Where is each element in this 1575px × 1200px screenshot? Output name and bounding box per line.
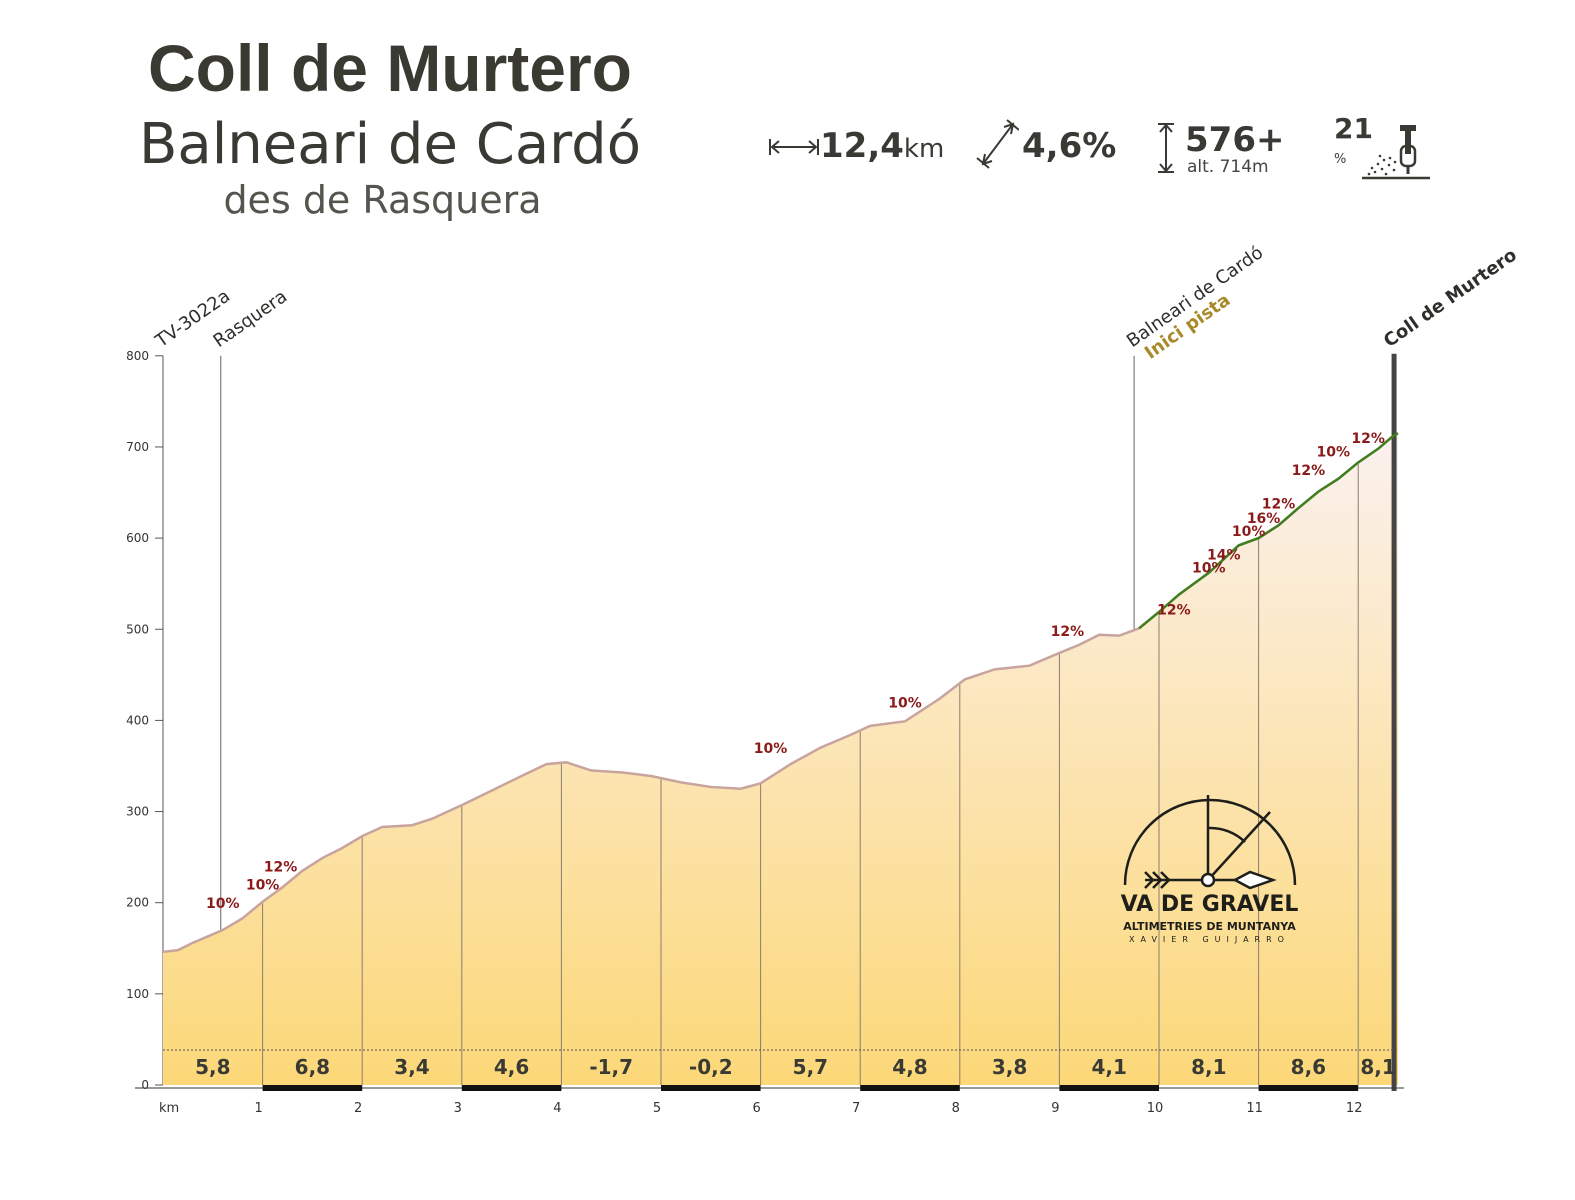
x-tick-label: 7	[852, 1101, 860, 1116]
gradient-label: 16%	[1247, 511, 1281, 527]
segment-gradient-value: 5,7	[793, 1055, 828, 1079]
max-altitude-wrap: alt. 714m	[1187, 157, 1269, 177]
y-tick-label: 300	[126, 805, 149, 819]
gravel-section-line	[1138, 432, 1399, 630]
x-tick-label: 11	[1246, 1101, 1263, 1116]
gradient-diagonal-icon	[976, 119, 1019, 169]
y-tick-label: 400	[126, 713, 149, 727]
distance-unit: km	[903, 134, 945, 164]
segment-gradient-value: 4,1	[1091, 1055, 1126, 1079]
max-altitude: alt. 714m	[1187, 157, 1269, 177]
x-tick-label: 8	[952, 1101, 960, 1116]
gradient-label: 10%	[1192, 560, 1226, 576]
max-gradient-unit-wrap: %	[1334, 148, 1346, 167]
segment-gradient-value: -0,2	[689, 1055, 733, 1079]
segment-gradient-value: 6,8	[295, 1055, 330, 1079]
page-subtitle: Balneari de Cardó	[138, 112, 641, 177]
elevation-stat: 576+	[1185, 120, 1284, 160]
segment-gradient-value: 4,6	[494, 1055, 529, 1079]
segment-gradient-value: 3,4	[394, 1055, 429, 1079]
gradient-label: 10%	[754, 741, 788, 757]
gradient-label: 14%	[1207, 548, 1241, 564]
logo-text: VA DE GRAVEL	[1120, 892, 1299, 917]
va-de-gravel-logo	[1123, 795, 1297, 890]
y-tick-label: 800	[126, 349, 149, 363]
logo-tagline: ALTIMETRIES DE MUNTANYA	[1123, 920, 1296, 933]
y-tick-label: 600	[126, 531, 149, 545]
km-bar-dark	[461, 1085, 562, 1091]
y-axis: 0 100 200 300 400 500 600 700 800	[126, 349, 164, 1092]
km-bar-dark	[1258, 1085, 1359, 1091]
gradient-labels: 10%10%12%10%10%12%12%10%14%10%16%12%12%1…	[206, 431, 1385, 912]
segment-gradient-value: 8,1	[1191, 1055, 1226, 1079]
gradient-label: 10%	[246, 878, 280, 894]
distance-value: 12,4	[820, 126, 904, 166]
segment-gradient-value: -1,7	[589, 1055, 633, 1079]
segment-gradient-value: 8,1	[1360, 1055, 1395, 1079]
km-separators	[262, 462, 1359, 1085]
distance-arrows-icon	[769, 139, 819, 155]
max-gradient-stat: 21	[1334, 112, 1373, 145]
y-tick-label: 700	[126, 440, 149, 454]
segment-gradient-value: 8,6	[1291, 1055, 1326, 1079]
waypoint-name: Balneari de Cardó	[1123, 242, 1267, 352]
gradient-value: 4,6%	[1022, 126, 1117, 166]
gradient-label: 10%	[1232, 524, 1266, 540]
waypoint-name: Coll de Murtero	[1380, 245, 1521, 352]
max-gradient-value: 21	[1334, 112, 1373, 145]
gradient-label: 12%	[1157, 602, 1191, 618]
x-tick-label: 10	[1147, 1101, 1164, 1116]
segment-gradient-value: 5,8	[195, 1055, 230, 1079]
distance-stat: 12,4km	[820, 126, 944, 166]
y-tick-label: 100	[126, 987, 149, 1001]
segment-gradient-value: 3,8	[992, 1055, 1027, 1079]
x-tick-label: 4	[553, 1101, 561, 1116]
gradient-label: 12%	[1351, 431, 1385, 447]
y-tick-label: 0	[141, 1078, 149, 1092]
x-tick-label: 1	[254, 1101, 262, 1116]
page-subtitle-origin: des de Rasquera	[223, 178, 542, 222]
waypoint-label: Coll de Murtero	[1380, 245, 1521, 352]
x-axis-label: km	[159, 1101, 179, 1116]
gradient-label: 12%	[1292, 463, 1326, 479]
logo-author: XAVIER GUIJARRO	[1129, 935, 1290, 944]
km-bar-dark	[661, 1085, 761, 1091]
gradient-label: 10%	[888, 695, 922, 711]
segment-gradients: 5,8 6,8 3,4 4,6 -1,7 -0,2 5,7 4,8 3,8 4,1 8,1 8,6 8,…	[195, 1055, 1396, 1079]
x-tick-label: 3	[454, 1101, 462, 1116]
x-tick-label: 2	[354, 1101, 362, 1116]
x-axis: km 1 2 3 4 5 6 7 8 9 10 11 12	[135, 1085, 1405, 1116]
gradient-label: 12%	[1051, 624, 1085, 640]
elevation-arrow-icon	[1158, 123, 1174, 173]
gradient-label: 10%	[1317, 445, 1351, 461]
gradient-label: 10%	[206, 896, 240, 912]
elevation-area	[163, 436, 1399, 1086]
y-tick-label: 500	[126, 622, 149, 636]
gradient-label: 12%	[264, 859, 298, 875]
km-bar-dark	[860, 1085, 960, 1091]
page-title: Coll de Murtero	[147, 31, 632, 105]
x-tick-label: 6	[752, 1101, 760, 1116]
y-tick-label: 200	[126, 896, 149, 910]
km-bar-dark	[1059, 1085, 1159, 1091]
gradient-stat: 4,6%	[1022, 126, 1116, 166]
steep-climb-icon	[1362, 125, 1430, 180]
elevation-gain-value: 576+	[1185, 120, 1285, 160]
km-bar-dark	[262, 1085, 363, 1091]
segment-gradient-value: 4,8	[892, 1055, 927, 1079]
x-tick-label: 9	[1051, 1101, 1059, 1116]
gradient-label: 12%	[1262, 497, 1296, 513]
max-gradient-unit: %	[1334, 152, 1347, 167]
x-tick-label: 5	[653, 1101, 661, 1116]
x-tick-label: 12	[1346, 1101, 1363, 1116]
